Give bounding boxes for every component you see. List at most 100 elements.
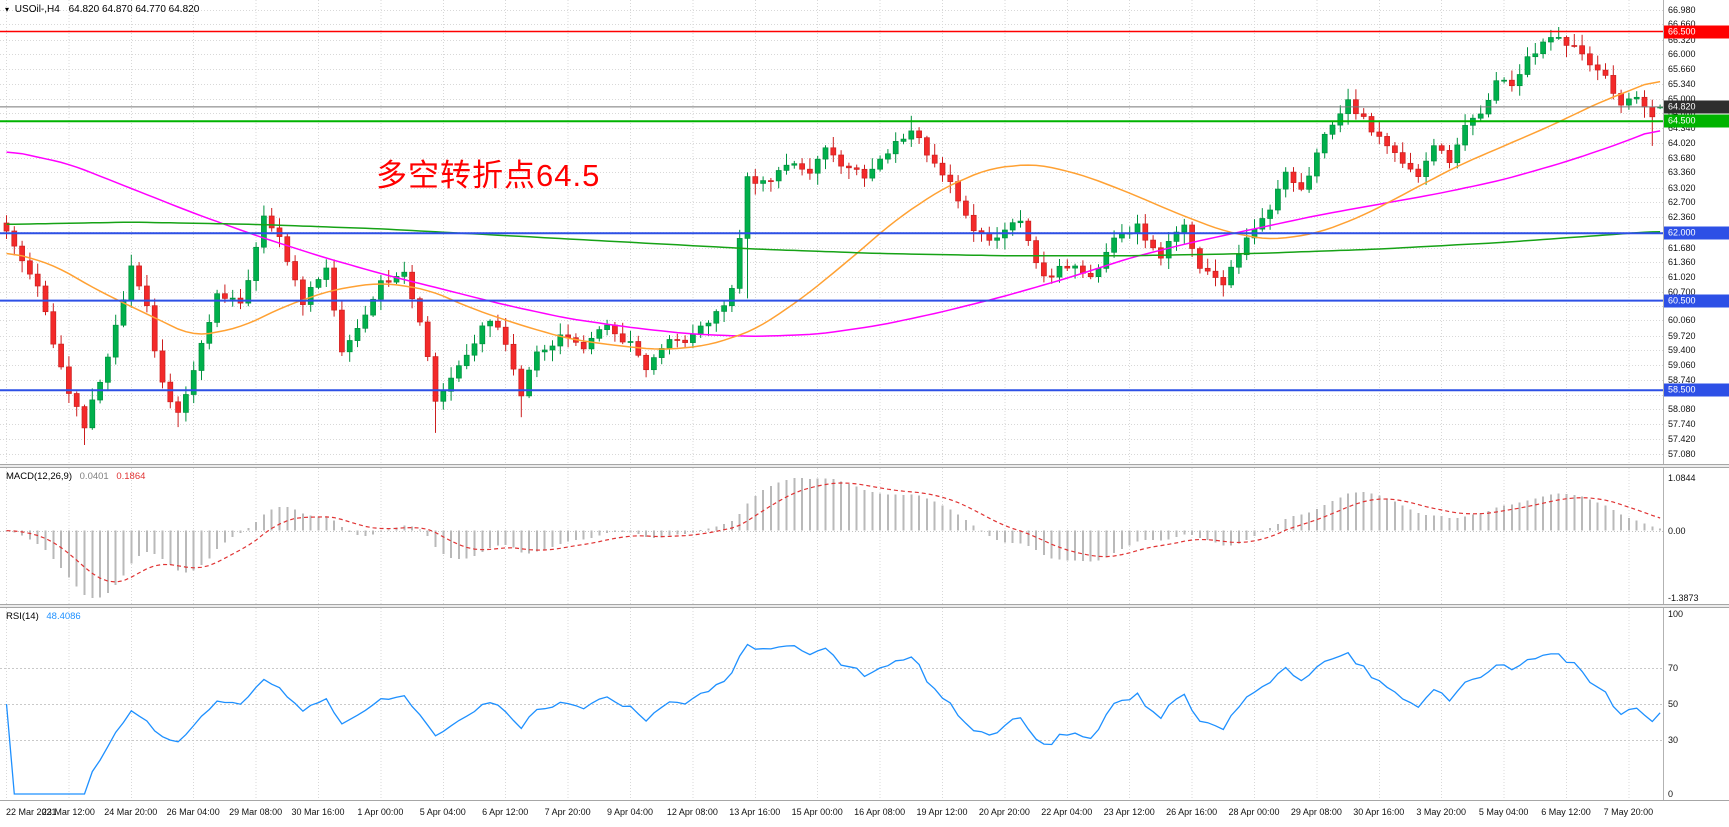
macd-bar bbox=[871, 492, 873, 530]
macd-bar bbox=[1105, 531, 1107, 558]
candle-bearish bbox=[800, 164, 805, 170]
macd-bar bbox=[216, 531, 218, 550]
candle-bullish bbox=[464, 355, 469, 366]
macd-bar bbox=[357, 531, 359, 535]
macd-bar bbox=[552, 531, 554, 548]
candle-bearish bbox=[137, 266, 142, 286]
macd-bar bbox=[1152, 531, 1154, 540]
candle-bullish bbox=[261, 216, 266, 247]
price-tick-label: 66.980 bbox=[1668, 5, 1696, 15]
time-axis[interactable]: 22 Mar 202123 Mar 12:0024 Mar 20:0026 Ma… bbox=[0, 800, 1729, 827]
macd-bar bbox=[996, 531, 998, 541]
macd-bar bbox=[684, 531, 686, 534]
candle-bearish bbox=[160, 351, 165, 382]
macd-panel[interactable]: MACD(12,26,9) 0.0401 0.1864 1.08440.00-1… bbox=[0, 468, 1729, 604]
candle-bullish bbox=[542, 350, 547, 352]
candle-bearish bbox=[581, 342, 586, 349]
price-tick-label: 63.360 bbox=[1668, 167, 1696, 177]
candle-bullish bbox=[1010, 223, 1015, 230]
macd-bar bbox=[1402, 506, 1404, 531]
candle-bearish bbox=[332, 268, 337, 310]
candle-bullish bbox=[1424, 161, 1429, 177]
candle-bearish bbox=[948, 175, 953, 182]
candle-bearish bbox=[144, 286, 149, 306]
candle-bullish bbox=[371, 299, 376, 315]
macd-bar bbox=[99, 531, 101, 598]
macd-bar bbox=[832, 479, 834, 530]
macd-bar bbox=[1238, 531, 1240, 544]
candle-bullish bbox=[1525, 57, 1530, 75]
candle-bearish bbox=[277, 228, 282, 237]
candle-bearish bbox=[1197, 249, 1202, 269]
candle-bearish bbox=[971, 215, 976, 230]
candle-bearish bbox=[924, 138, 929, 155]
macd-bar bbox=[68, 531, 70, 578]
macd-bar bbox=[793, 478, 795, 530]
candle-bullish bbox=[480, 326, 485, 344]
macd-bar bbox=[1347, 494, 1349, 531]
macd-bar bbox=[786, 480, 788, 531]
macd-bar bbox=[388, 529, 390, 530]
macd-bar bbox=[1144, 531, 1146, 541]
candle-bearish bbox=[35, 274, 40, 286]
candle-bearish bbox=[932, 155, 937, 163]
macd-bar bbox=[598, 531, 600, 536]
candle-bearish bbox=[1151, 240, 1156, 248]
macd-bar bbox=[1324, 505, 1326, 531]
macd-bar bbox=[669, 531, 671, 536]
candle-bearish bbox=[917, 131, 922, 138]
annotation-text[interactable]: 多空转折点64.5 bbox=[376, 150, 600, 195]
price-tick-label: 57.740 bbox=[1668, 419, 1696, 429]
macd-bar bbox=[1090, 531, 1092, 562]
macd-bar bbox=[692, 531, 694, 533]
macd-title: MACD(12,26,9) 0.0401 0.1864 bbox=[6, 471, 145, 482]
candle-bullish bbox=[878, 159, 883, 169]
candle-bearish bbox=[74, 394, 79, 407]
macd-bar bbox=[864, 490, 866, 531]
macd-bar bbox=[279, 507, 281, 531]
macd-bar bbox=[1160, 531, 1162, 541]
price-chart-panel[interactable]: ▾ USOil-,H4 64.820 64.870 64.770 64.820 … bbox=[0, 0, 1729, 464]
candle-bullish bbox=[1057, 266, 1062, 277]
macd-bar bbox=[1043, 531, 1045, 555]
candle-bearish bbox=[495, 321, 500, 327]
rsi-tick-label: 30 bbox=[1668, 735, 1678, 745]
time-label: 23 Mar 12:00 bbox=[42, 807, 95, 817]
symbol-menu-icon[interactable]: ▾ bbox=[5, 5, 9, 14]
rsi-panel[interactable]: RSI(14) 48.4086 1007050300 bbox=[0, 608, 1729, 800]
macd-bar bbox=[146, 531, 148, 552]
panel-separator[interactable] bbox=[0, 464, 1729, 468]
macd-bar bbox=[942, 505, 944, 530]
chart-header: ▾ USOil-,H4 64.820 64.870 64.770 64.820 bbox=[5, 4, 199, 15]
macd-bar bbox=[37, 531, 39, 544]
macd-bar bbox=[310, 516, 312, 531]
macd-bar bbox=[1472, 515, 1474, 531]
price-tick-label: 59.400 bbox=[1668, 345, 1696, 355]
macd-bar bbox=[1269, 528, 1271, 530]
macd-bar bbox=[1636, 520, 1638, 530]
macd-bar bbox=[341, 527, 343, 531]
candle-bullish bbox=[199, 343, 204, 370]
macd-bar bbox=[1659, 528, 1661, 530]
macd-bar bbox=[1527, 500, 1529, 530]
current-price-tag: 64.820 bbox=[1664, 100, 1729, 113]
candlestick-chart[interactable] bbox=[0, 0, 1663, 464]
candle-bearish bbox=[433, 357, 438, 402]
candle-bearish bbox=[1642, 97, 1647, 107]
candle-bearish bbox=[386, 281, 391, 283]
price-axis[interactable]: 66.50064.50062.00060.50058.50064.82066.9… bbox=[1663, 0, 1729, 464]
candle-bearish bbox=[27, 261, 32, 274]
macd-bar bbox=[1176, 531, 1178, 538]
macd-bar bbox=[1285, 519, 1287, 531]
time-label: 19 Apr 12:00 bbox=[916, 807, 967, 817]
candle-bullish bbox=[1330, 125, 1335, 134]
macd-bar bbox=[926, 498, 928, 530]
panel-separator[interactable] bbox=[0, 604, 1729, 608]
candle-bearish bbox=[854, 168, 859, 170]
time-label: 23 Apr 12:00 bbox=[1104, 807, 1155, 817]
candle-bullish bbox=[1338, 114, 1343, 125]
macd-bar bbox=[240, 531, 242, 533]
macd-bar bbox=[294, 509, 296, 530]
macd-bar bbox=[988, 531, 990, 536]
candle-bearish bbox=[1088, 273, 1093, 276]
